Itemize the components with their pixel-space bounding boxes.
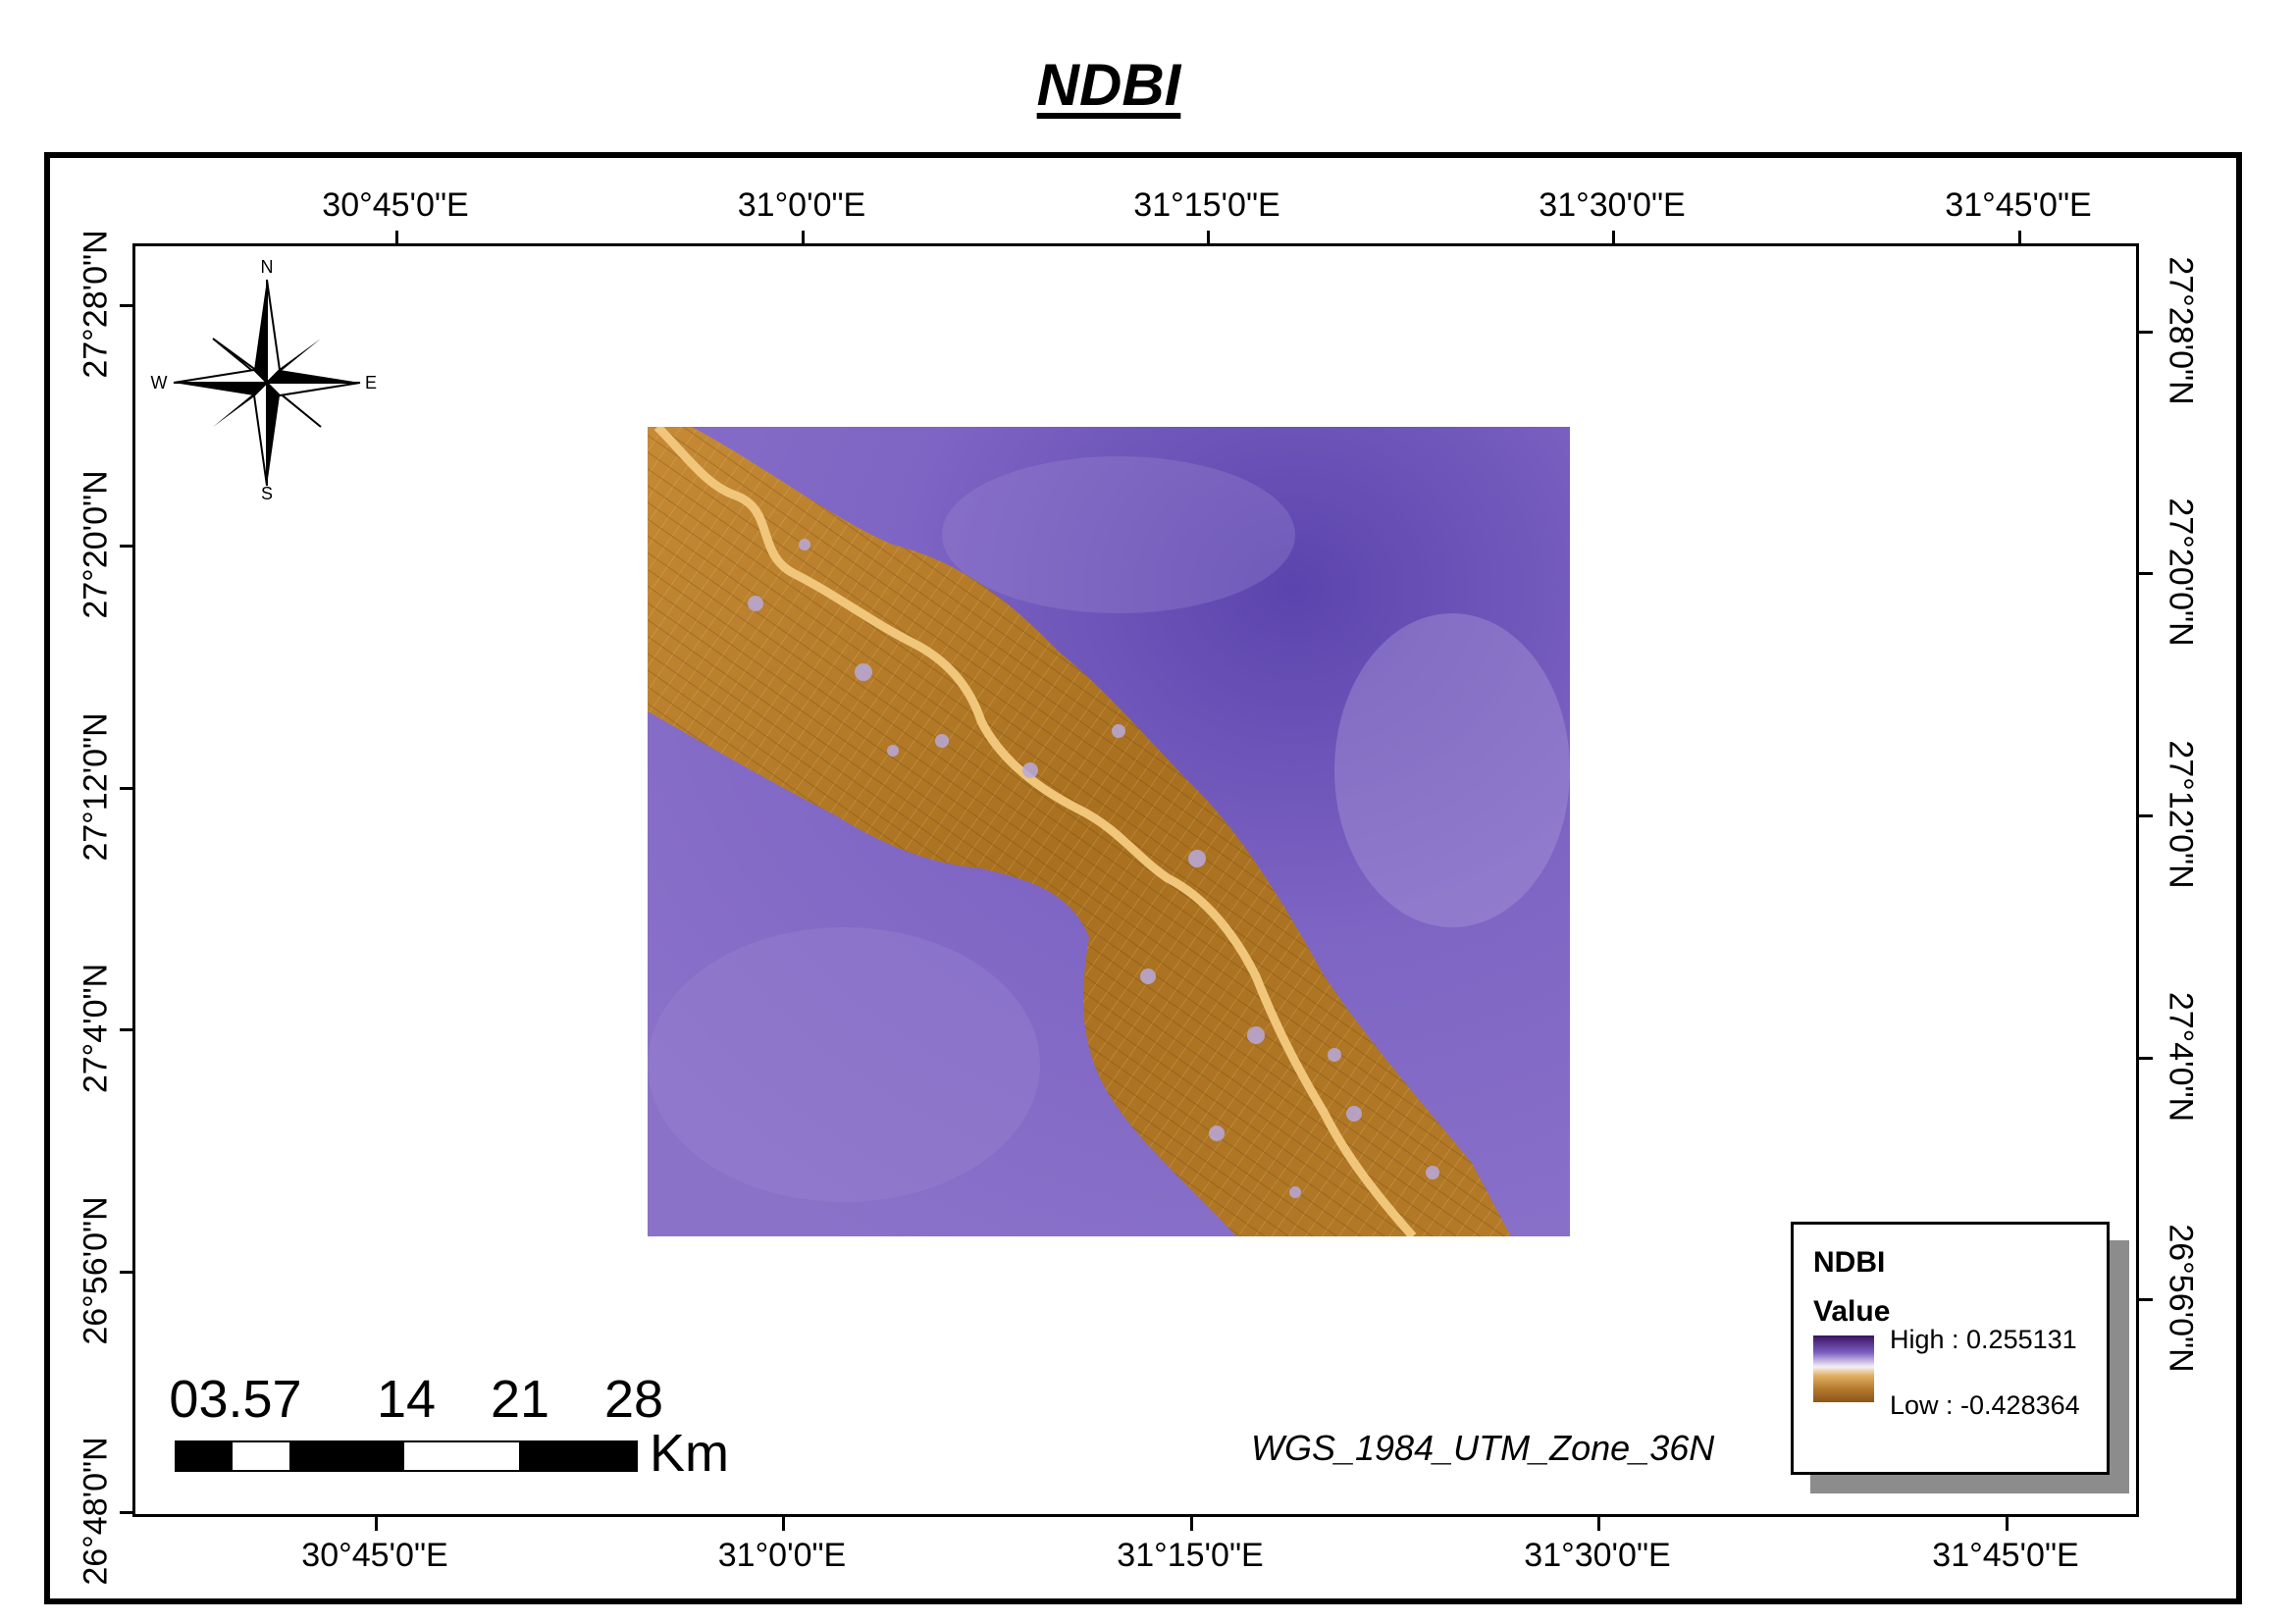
graticule-tick (1207, 231, 1210, 244)
graticule-tick (2139, 814, 2153, 817)
lat-label-left: 27°28'0"N (77, 230, 115, 379)
scale-bar-segments (175, 1440, 638, 1472)
lon-label-bottom: 31°45'0"E (1932, 1537, 2079, 1574)
graticule-tick (2006, 1517, 2009, 1531)
desert-highlight (648, 927, 1040, 1202)
scale-label: 14 (376, 1370, 437, 1429)
lat-label-right: 27°4'0"N (2162, 991, 2200, 1123)
lon-label-bottom: 31°30'0"E (1524, 1537, 1671, 1574)
lon-label-bottom: 31°15'0"E (1117, 1537, 1264, 1574)
scale-label: 03.57 (169, 1370, 302, 1429)
graticule-tick (2018, 231, 2021, 244)
settlements (748, 539, 1439, 1198)
north-label: N (261, 257, 274, 277)
scale-label: 21 (490, 1370, 550, 1429)
graticule-tick (1597, 1517, 1600, 1531)
compass-rose-icon: N S E W (151, 257, 378, 502)
graticule-tick (120, 304, 133, 307)
map-neatline (132, 243, 2139, 1517)
lat-label-right: 27°12'0"N (2162, 740, 2200, 889)
lat-label-left: 26°56'0"N (77, 1196, 115, 1345)
graticule-tick (2139, 1057, 2153, 1060)
lat-label-left: 27°20'0"N (77, 470, 115, 619)
field-texture (648, 427, 1511, 1236)
legend-subtitle: Value (1813, 1295, 1891, 1328)
lat-label-right: 27°20'0"N (2162, 497, 2200, 647)
graticule-tick (1190, 1517, 1193, 1531)
legend-color-ramp (1813, 1335, 1874, 1402)
lon-label-top: 31°45'0"E (1945, 186, 2092, 224)
lat-label-left: 27°4'0"N (77, 963, 115, 1094)
scale-unit: Km (650, 1424, 729, 1483)
graticule-tick (120, 1028, 133, 1031)
graticule-tick (375, 1517, 378, 1531)
ndbi-raster (648, 427, 1570, 1236)
lat-label-left: 27°12'0"N (77, 712, 115, 862)
legend-high-label: High : 0.255131 (1890, 1325, 2077, 1354)
lon-label-top: 30°45'0"E (322, 186, 469, 224)
east-label: E (365, 373, 377, 393)
graticule-tick (782, 1517, 785, 1531)
scale-label: 28 (603, 1370, 664, 1429)
desert-highlight (942, 456, 1295, 613)
map-title: NDBI (1036, 52, 1181, 118)
graticule-tick (120, 545, 133, 548)
legend-low-label: Low : -0.428364 (1890, 1390, 2080, 1420)
lon-label-top: 31°15'0"E (1133, 186, 1280, 224)
lat-label-right: 26°56'0"N (2162, 1224, 2200, 1373)
graticule-tick (2139, 331, 2153, 334)
lon-label-top: 31°30'0"E (1539, 186, 1686, 224)
desert-highlight (1334, 613, 1570, 927)
graticule-tick (395, 231, 398, 244)
projection-label: WGS_1984_UTM_Zone_36N (1251, 1428, 1715, 1468)
graticule-tick (2139, 1298, 2153, 1301)
west-label: W (151, 373, 168, 393)
scale-bar: 03.57 14 21 28 Km (157, 1369, 746, 1487)
lon-label-bottom: 31°0'0"E (717, 1537, 847, 1574)
map-outer-frame (44, 152, 2242, 1604)
graticule-tick (120, 787, 133, 790)
legend: NDBI Value High : 0.255131 Low : -0.4283… (1791, 1222, 2110, 1475)
graticule-tick (120, 1271, 133, 1274)
nile-river (653, 427, 1417, 1236)
lat-label-right: 27°28'0"N (2162, 256, 2200, 405)
graticule-tick (120, 1511, 133, 1514)
graticule-tick (1612, 231, 1615, 244)
graticule-tick (802, 231, 805, 244)
lon-label-bottom: 30°45'0"E (301, 1537, 448, 1574)
lat-label-left: 26°48'0"N (77, 1437, 115, 1586)
south-label: S (261, 484, 273, 502)
graticule-tick (2139, 572, 2153, 575)
lon-label-top: 31°0'0"E (737, 186, 866, 224)
legend-title: NDBI (1813, 1246, 1886, 1279)
